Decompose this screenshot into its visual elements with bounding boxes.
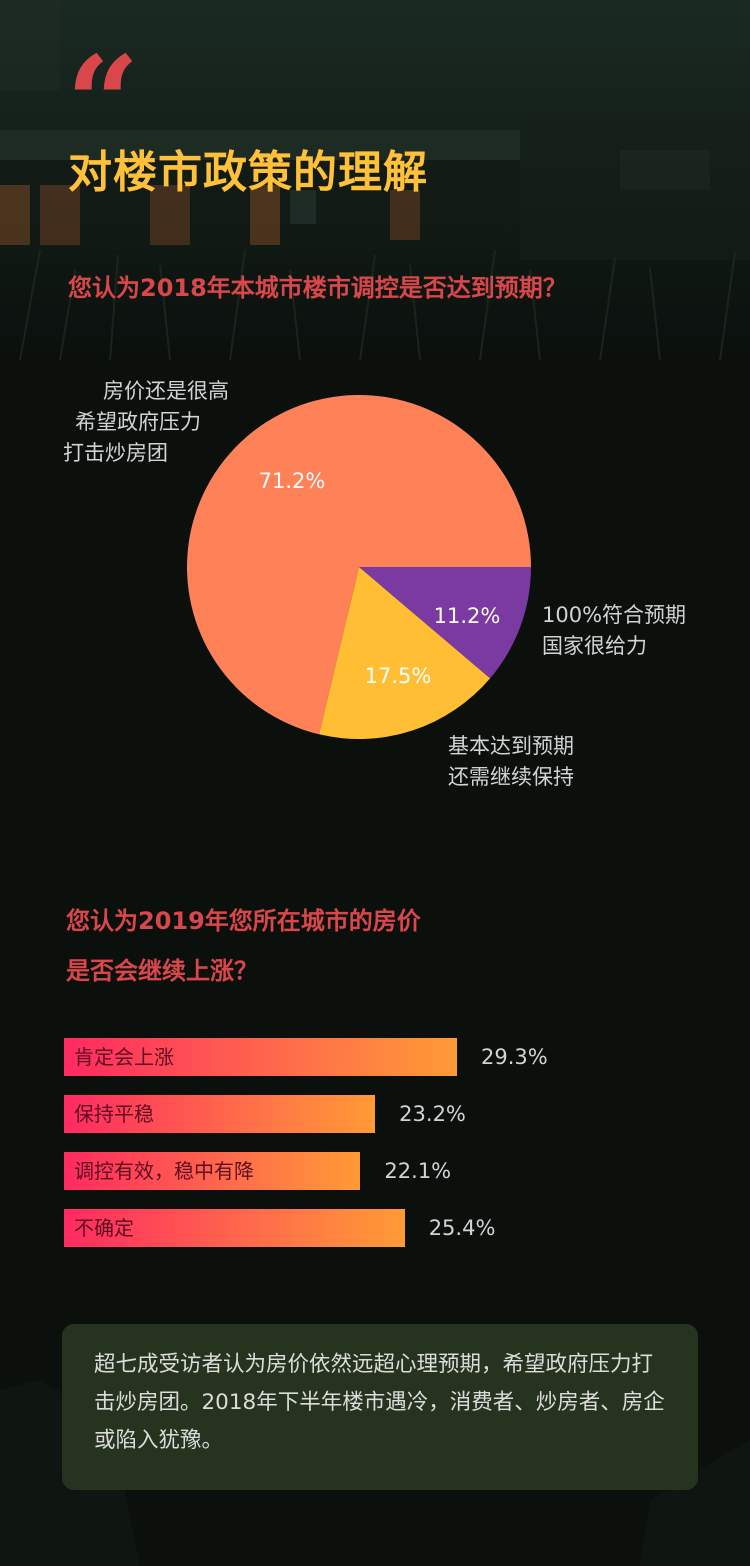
bar-value-label: 22.1%	[384, 1159, 452, 1183]
bar-category-label: 调控有效，稳中有降	[74, 1159, 254, 1183]
bar-value-label: 29.3%	[481, 1045, 548, 1069]
pie-slice-description: 希望政府压力	[75, 410, 201, 434]
bar-category-label: 保持平稳	[74, 1102, 154, 1126]
question-1-heading: 您认为2018年本城市楼市调控是否达到预期？	[68, 274, 567, 302]
pie-slice-description: 还需继续保持	[448, 765, 574, 789]
pie-slice-value-label: 11.2%	[434, 604, 501, 628]
pie-slice-description: 100%符合预期	[542, 603, 686, 627]
bar-category-label: 肯定会上涨	[74, 1045, 174, 1069]
pie-slice-description: 打击炒房团	[63, 441, 168, 465]
pie-slice-description: 国家很给力	[542, 634, 647, 658]
bar-value-label: 25.4%	[428, 1216, 496, 1240]
bar-row: 不确定 25.4%	[64, 1209, 684, 1247]
bar	[64, 1209, 405, 1247]
summary-note: 超七成受访者认为房价依然远超心理预期，希望政府压力打击炒房团。2018年下半年楼…	[62, 1324, 698, 1490]
pie-chart-container: 71.2% 房价还是很高希望政府压力打击炒房团 11.2% 100%符合预期 国家很给力…	[0, 370, 750, 810]
summary-note-text: 超七成受访者认为房价依然远超心理预期，希望政府压力打击炒房团。2018年下半年楼…	[94, 1352, 665, 1453]
question-2-line-2: 是否会继续上涨？	[66, 957, 258, 985]
question-2-heading: 您认为2019年您所在城市的房价 是否会继续上涨？	[66, 896, 421, 996]
pie-slice-description: 房价还是很高	[103, 379, 229, 403]
bar	[64, 1038, 457, 1076]
bar	[64, 1152, 361, 1190]
pie-slice-1	[359, 567, 531, 679]
pie-slice-0	[186, 394, 531, 735]
bar-value-label: 23.2%	[399, 1102, 466, 1126]
pie-slice-value-label: 71.2%	[259, 469, 326, 493]
section-title: 对楼市政策的理解	[68, 147, 428, 198]
bar-row: 肯定会上涨 29.3%	[64, 1038, 684, 1076]
pie-slice-description: 基本达到预期	[448, 734, 574, 758]
bar	[64, 1095, 376, 1133]
quote-mark-icon: “	[66, 29, 140, 179]
bar-row: 调控有效，稳中有降 22.1%	[64, 1152, 684, 1190]
pie-slice-value-label: 17.5%	[365, 664, 432, 688]
bar-category-label: 不确定	[74, 1216, 134, 1240]
question-2-line-1: 您认为2019年您所在城市的房价	[66, 907, 421, 935]
pie-slice-2	[319, 567, 491, 739]
bar-row: 保持平稳 23.2%	[64, 1095, 684, 1133]
